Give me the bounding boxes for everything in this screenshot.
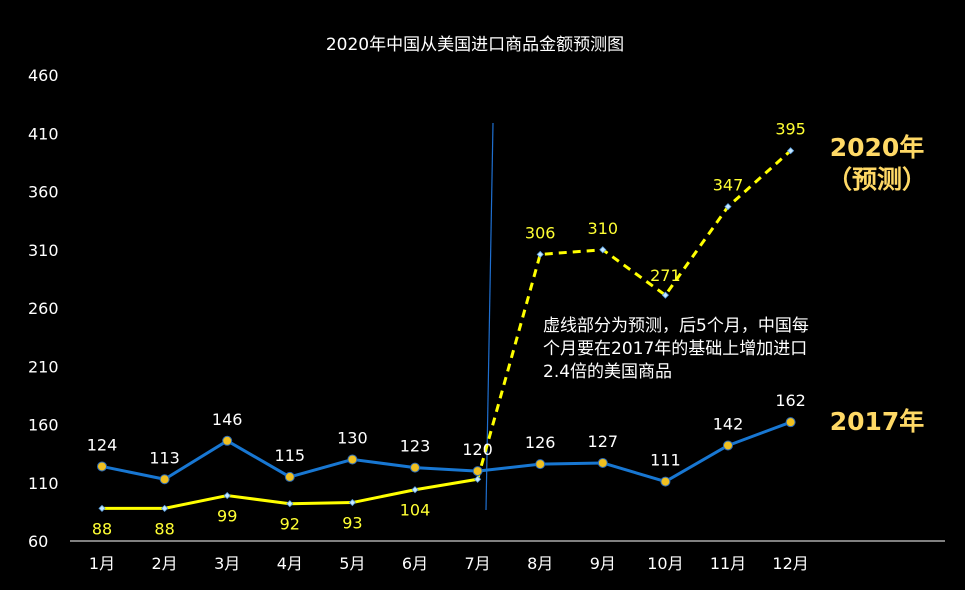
x-tick-label: 10月: [647, 554, 683, 573]
series-2020-point: [98, 504, 106, 512]
y-tick-label: 310: [28, 241, 59, 260]
series-2020-data-label: 93: [342, 514, 362, 533]
series-2020-point: [348, 498, 356, 507]
x-axis-ticks: 1月 2月 3月 4月 5月 6月 7月 8月 9月 10月 11月 12月: [89, 554, 809, 573]
series-2017-data-label: 120: [462, 440, 493, 459]
x-tick-label: 12月: [772, 554, 808, 573]
series-2017-data-label: 130: [337, 428, 368, 447]
x-tick-label: 8月: [527, 554, 553, 573]
series-2017-point: [785, 417, 796, 428]
series-2020-data-label: 395: [775, 120, 806, 139]
series-2017-point: [472, 466, 483, 477]
series-2020-point: [474, 475, 482, 483]
series-2017-point: [347, 454, 358, 465]
series-2017-data-label: 127: [588, 432, 619, 451]
series-2017-data-label: 111: [650, 451, 681, 470]
series-2020-data-label: 88: [92, 519, 112, 538]
series-2020-point: [161, 504, 169, 512]
series-2017: 124 113 146 115 130 123 120 126 127 111 142 162: [87, 391, 806, 487]
series-2020-point: [223, 491, 231, 500]
series-2017-data-label: 146: [212, 410, 243, 429]
series-2017-point: [159, 474, 170, 485]
y-tick-label: 110: [28, 474, 59, 493]
annotation-line: 2.4倍的美国商品: [543, 362, 672, 382]
series-2017-point: [410, 462, 420, 473]
x-tick-label: 6月: [402, 554, 428, 573]
series-2020-data-label: 104: [400, 501, 431, 520]
y-tick-label: 360: [28, 183, 59, 202]
series-2017-point: [535, 459, 546, 470]
series-2020: 88 88 99 92 93 104 306 310 271 347 395: [92, 120, 806, 539]
series-2020-point: [599, 246, 607, 254]
series-2020-dashed-line: [476, 149, 792, 480]
series-2020-data-label: 88: [154, 519, 174, 538]
legend: 2020年 （预测） 2017年: [827, 133, 927, 436]
series-2020-data-label: 306: [525, 223, 556, 242]
x-tick-label: 1月: [89, 554, 115, 573]
series-2017-data-label: 115: [275, 446, 306, 465]
series-2020-data-label: 99: [217, 507, 237, 526]
chart-title: 2020年中国从美国进口商品金额预测图: [326, 35, 624, 55]
y-tick-label: 460: [28, 66, 59, 85]
legend-2017: 2017年: [830, 407, 925, 436]
annotation-line: 个月要在2017年的基础上增加进口: [543, 339, 807, 359]
series-2020-point: [787, 147, 795, 155]
legend-2020-line1: 2020年: [830, 133, 925, 162]
y-tick-label: 210: [28, 357, 59, 376]
y-axis-ticks: 60 110 160 210 260 310 360 410 460: [28, 66, 59, 551]
y-tick-label: 260: [28, 299, 59, 318]
series-2020-point: [536, 250, 544, 258]
x-tick-label: 2月: [152, 554, 178, 573]
series-2020-data-label: 92: [280, 515, 300, 534]
series-2020-point: [411, 486, 419, 494]
x-tick-label: 9月: [590, 554, 616, 573]
x-tick-label: 5月: [339, 554, 365, 573]
x-tick-label: 7月: [465, 554, 491, 573]
x-tick-label: 3月: [214, 554, 240, 573]
x-tick-label: 11月: [710, 554, 746, 573]
series-2017-data-label: 142: [713, 414, 744, 433]
annotation-line: 虚线部分为预测，后5个月，中国每: [543, 316, 809, 336]
series-2017-line: [101, 420, 792, 484]
series-2020-point: [286, 500, 294, 508]
series-2017-data-label: 162: [775, 391, 806, 410]
series-2017-point: [97, 461, 107, 472]
series-2017-point: [284, 471, 295, 482]
legend-2020-line2: （预测）: [827, 165, 927, 194]
series-2017-point: [597, 457, 608, 468]
series-2020-data-label: 271: [650, 266, 681, 285]
series-2017-point: [723, 440, 733, 451]
x-tick-label: 4月: [277, 554, 303, 573]
series-2020-data-label: 347: [713, 176, 744, 195]
series-2017-point: [660, 476, 671, 487]
series-2017-data-label: 124: [87, 435, 118, 454]
series-2020-data-label: 310: [588, 219, 619, 238]
series-2017-data-label: 123: [400, 437, 431, 456]
series-2020-point: [724, 203, 732, 211]
series-2017-data-label: 126: [525, 433, 556, 452]
y-tick-label: 160: [28, 416, 59, 435]
series-2017-point: [222, 435, 233, 446]
series-2017-data-label: 113: [149, 448, 180, 467]
y-tick-label: 410: [28, 124, 59, 143]
y-tick-label: 60: [28, 532, 48, 551]
series-2020-point: [661, 291, 669, 299]
